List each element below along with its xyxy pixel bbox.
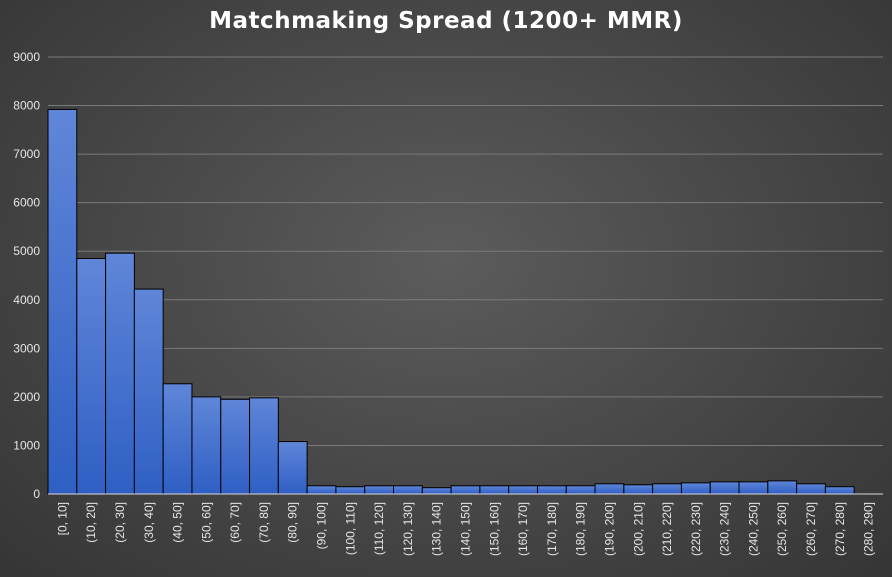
x-tick-label: (110, 120]: [372, 502, 386, 555]
x-tick-label: (210, 220]: [660, 502, 674, 556]
bar-21: [652, 483, 682, 495]
x-tick-label: (230, 240]: [718, 502, 732, 556]
bar-7: [249, 397, 279, 495]
y-tick-label: 7000: [13, 147, 40, 161]
x-tick-label: (250, 260]: [775, 502, 789, 556]
bar-10: [335, 486, 366, 495]
x-tick-label: (40, 50]: [171, 502, 185, 543]
x-tick-label: (100, 110]: [343, 502, 357, 555]
bar-24: [738, 481, 769, 495]
x-tick-label: (180, 190]: [574, 502, 588, 556]
x-tick-label: (70, 80]: [257, 502, 271, 543]
y-tick-label: 0: [33, 487, 40, 501]
x-tick-label: (10, 20]: [84, 502, 98, 543]
x-tick-label: (200, 210]: [631, 502, 645, 556]
bar-22: [680, 482, 711, 495]
bar-25: [767, 480, 798, 495]
bar-0: [47, 108, 78, 495]
x-tick-label: (50, 60]: [199, 502, 213, 543]
x-tick-label: (190, 200]: [602, 502, 616, 556]
bar-27: [824, 486, 855, 495]
bar-20: [623, 484, 654, 495]
bar-18: [565, 485, 596, 495]
x-tick-label: (90, 100]: [315, 502, 329, 549]
x-tick-label: (130, 140]: [430, 502, 444, 556]
y-tick-label: 9000: [13, 50, 40, 64]
bar-13: [421, 487, 452, 495]
x-tick-label: (150, 160]: [487, 502, 501, 556]
y-tick-label: 8000: [13, 99, 40, 113]
bar-12: [393, 485, 423, 495]
x-tick-label: (60, 70]: [228, 502, 242, 543]
bar-2: [105, 252, 135, 495]
bar-1: [76, 258, 107, 495]
y-tick-label: 4000: [13, 293, 40, 307]
y-tick-label: 1000: [13, 438, 40, 452]
x-tick-label: (260, 270]: [804, 502, 818, 556]
x-tick-label: [0, 10]: [55, 502, 69, 535]
x-axis-ticks: [0, 10] (10, 20] (20, 30] (30, 40] (40, 50] (…: [55, 502, 875, 556]
bar-8: [277, 441, 308, 495]
x-tick-label: (20, 30]: [113, 502, 127, 543]
bar-17: [536, 485, 567, 495]
bar-5: [191, 396, 222, 495]
x-tick-label: (270, 280]: [833, 502, 847, 556]
bar-16: [508, 485, 538, 495]
bars: [47, 108, 855, 495]
bar-6: [220, 398, 251, 495]
y-tick-label: 2000: [13, 390, 40, 404]
bar-23: [709, 481, 740, 495]
y-tick-label: 5000: [13, 244, 40, 258]
y-axis-ticks: 0 1000 2000 3000 4000 5000 6000 7000 8000 9000: [13, 50, 40, 501]
bar-11: [364, 485, 395, 495]
bar-4: [162, 383, 193, 495]
x-tick-label: (220, 230]: [689, 502, 703, 556]
x-tick-label: (170, 180]: [545, 502, 559, 556]
y-tick-label: 6000: [13, 196, 40, 210]
chart-title: Matchmaking Spread (1200+ MMR): [209, 8, 683, 34]
bar-3: [133, 288, 164, 495]
x-tick-label: (30, 40]: [142, 502, 156, 543]
bar-14: [450, 485, 481, 495]
x-tick-label: (120, 130]: [401, 502, 415, 556]
x-tick-label: (240, 250]: [746, 502, 760, 556]
x-tick-label: (280, 290]: [862, 502, 876, 556]
bar-9: [306, 485, 337, 495]
x-tick-label: (160, 170]: [516, 502, 530, 556]
y-tick-label: 3000: [13, 341, 40, 355]
x-tick-label: (140, 150]: [459, 502, 473, 556]
bar-19: [594, 483, 625, 495]
bar-26: [796, 483, 826, 495]
x-tick-label: (80, 90]: [286, 502, 300, 543]
bar-15: [479, 485, 510, 495]
